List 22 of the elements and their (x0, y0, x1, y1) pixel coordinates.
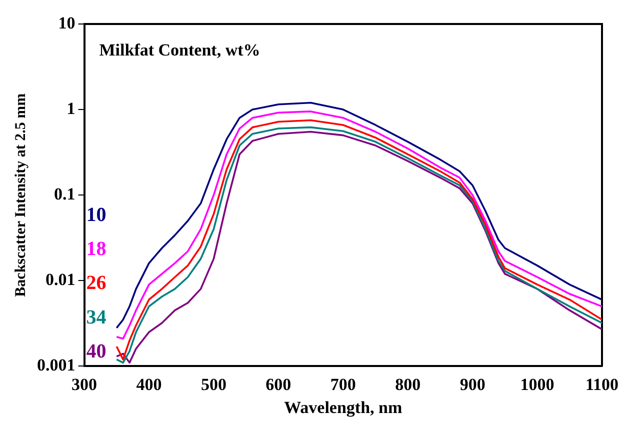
x-axis-title: Wavelength, nm (284, 398, 402, 418)
text: 10 (86, 204, 106, 226)
legend-title: Milkfat Content, wt% (99, 40, 260, 60)
y-tick-label: 1 (66, 98, 76, 118)
x-tick-label: 700 (330, 374, 356, 394)
x-tick-label: 900 (460, 374, 486, 394)
x-tick-label: 300 (72, 374, 97, 394)
x-tick-label: 1000 (520, 374, 554, 394)
text: 18 (86, 238, 106, 260)
x-tick-label: 500 (200, 374, 226, 394)
x-tick-label: 800 (395, 374, 421, 394)
x-tick-label: 600 (266, 374, 292, 394)
y-tick-label: 0.001 (37, 356, 76, 375)
x-tick-label: 400 (136, 374, 162, 394)
y-tick-label: 0.1 (54, 184, 76, 204)
x-tick-label: 1100 (585, 374, 619, 394)
text: 26 (86, 272, 106, 294)
y-tick-label: 0.01 (46, 270, 76, 290)
y-axis-title: Backscatter Intensity at 2.5 mm (12, 92, 29, 297)
series-label: 34 (86, 306, 106, 328)
y-tick-label: 10 (58, 13, 76, 32)
series-label: 40 (86, 340, 106, 363)
